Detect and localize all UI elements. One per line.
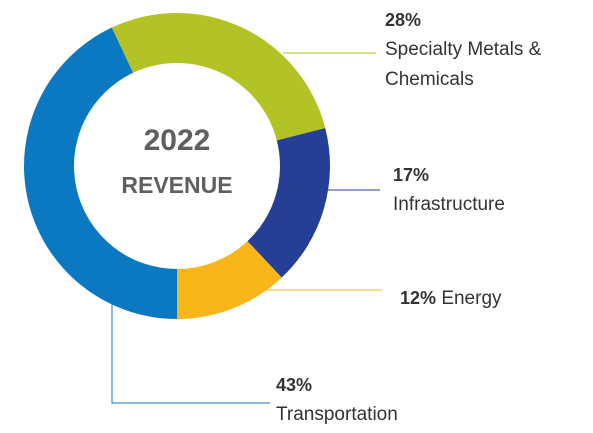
donut-segment: [111, 12, 326, 141]
label-group: 43% Transportation: [276, 370, 398, 430]
category-label: Energy: [441, 288, 502, 309]
donut-segment: [23, 27, 177, 319]
category-label: Transportation: [276, 404, 398, 425]
donut-segment: [177, 241, 282, 319]
value-label: 17%: [393, 165, 430, 185]
category-label: Infrastructure: [393, 194, 505, 215]
value-label: 28%: [385, 10, 422, 30]
value-label: 43%: [276, 375, 313, 395]
category-label: Specialty Metals & Chemicals: [385, 39, 542, 90]
label-group: 28% Specialty Metals & Chemicals: [385, 5, 585, 95]
leader-line: [111, 290, 270, 404]
label-group: 12% Energy: [400, 283, 502, 314]
label-group: 17% Infrastructure: [393, 160, 505, 220]
center-year: 2022: [143, 124, 211, 157]
donut-segment: [247, 127, 331, 278]
center-label: REVENUE: [121, 172, 233, 198]
value-label: 12%: [400, 288, 437, 308]
